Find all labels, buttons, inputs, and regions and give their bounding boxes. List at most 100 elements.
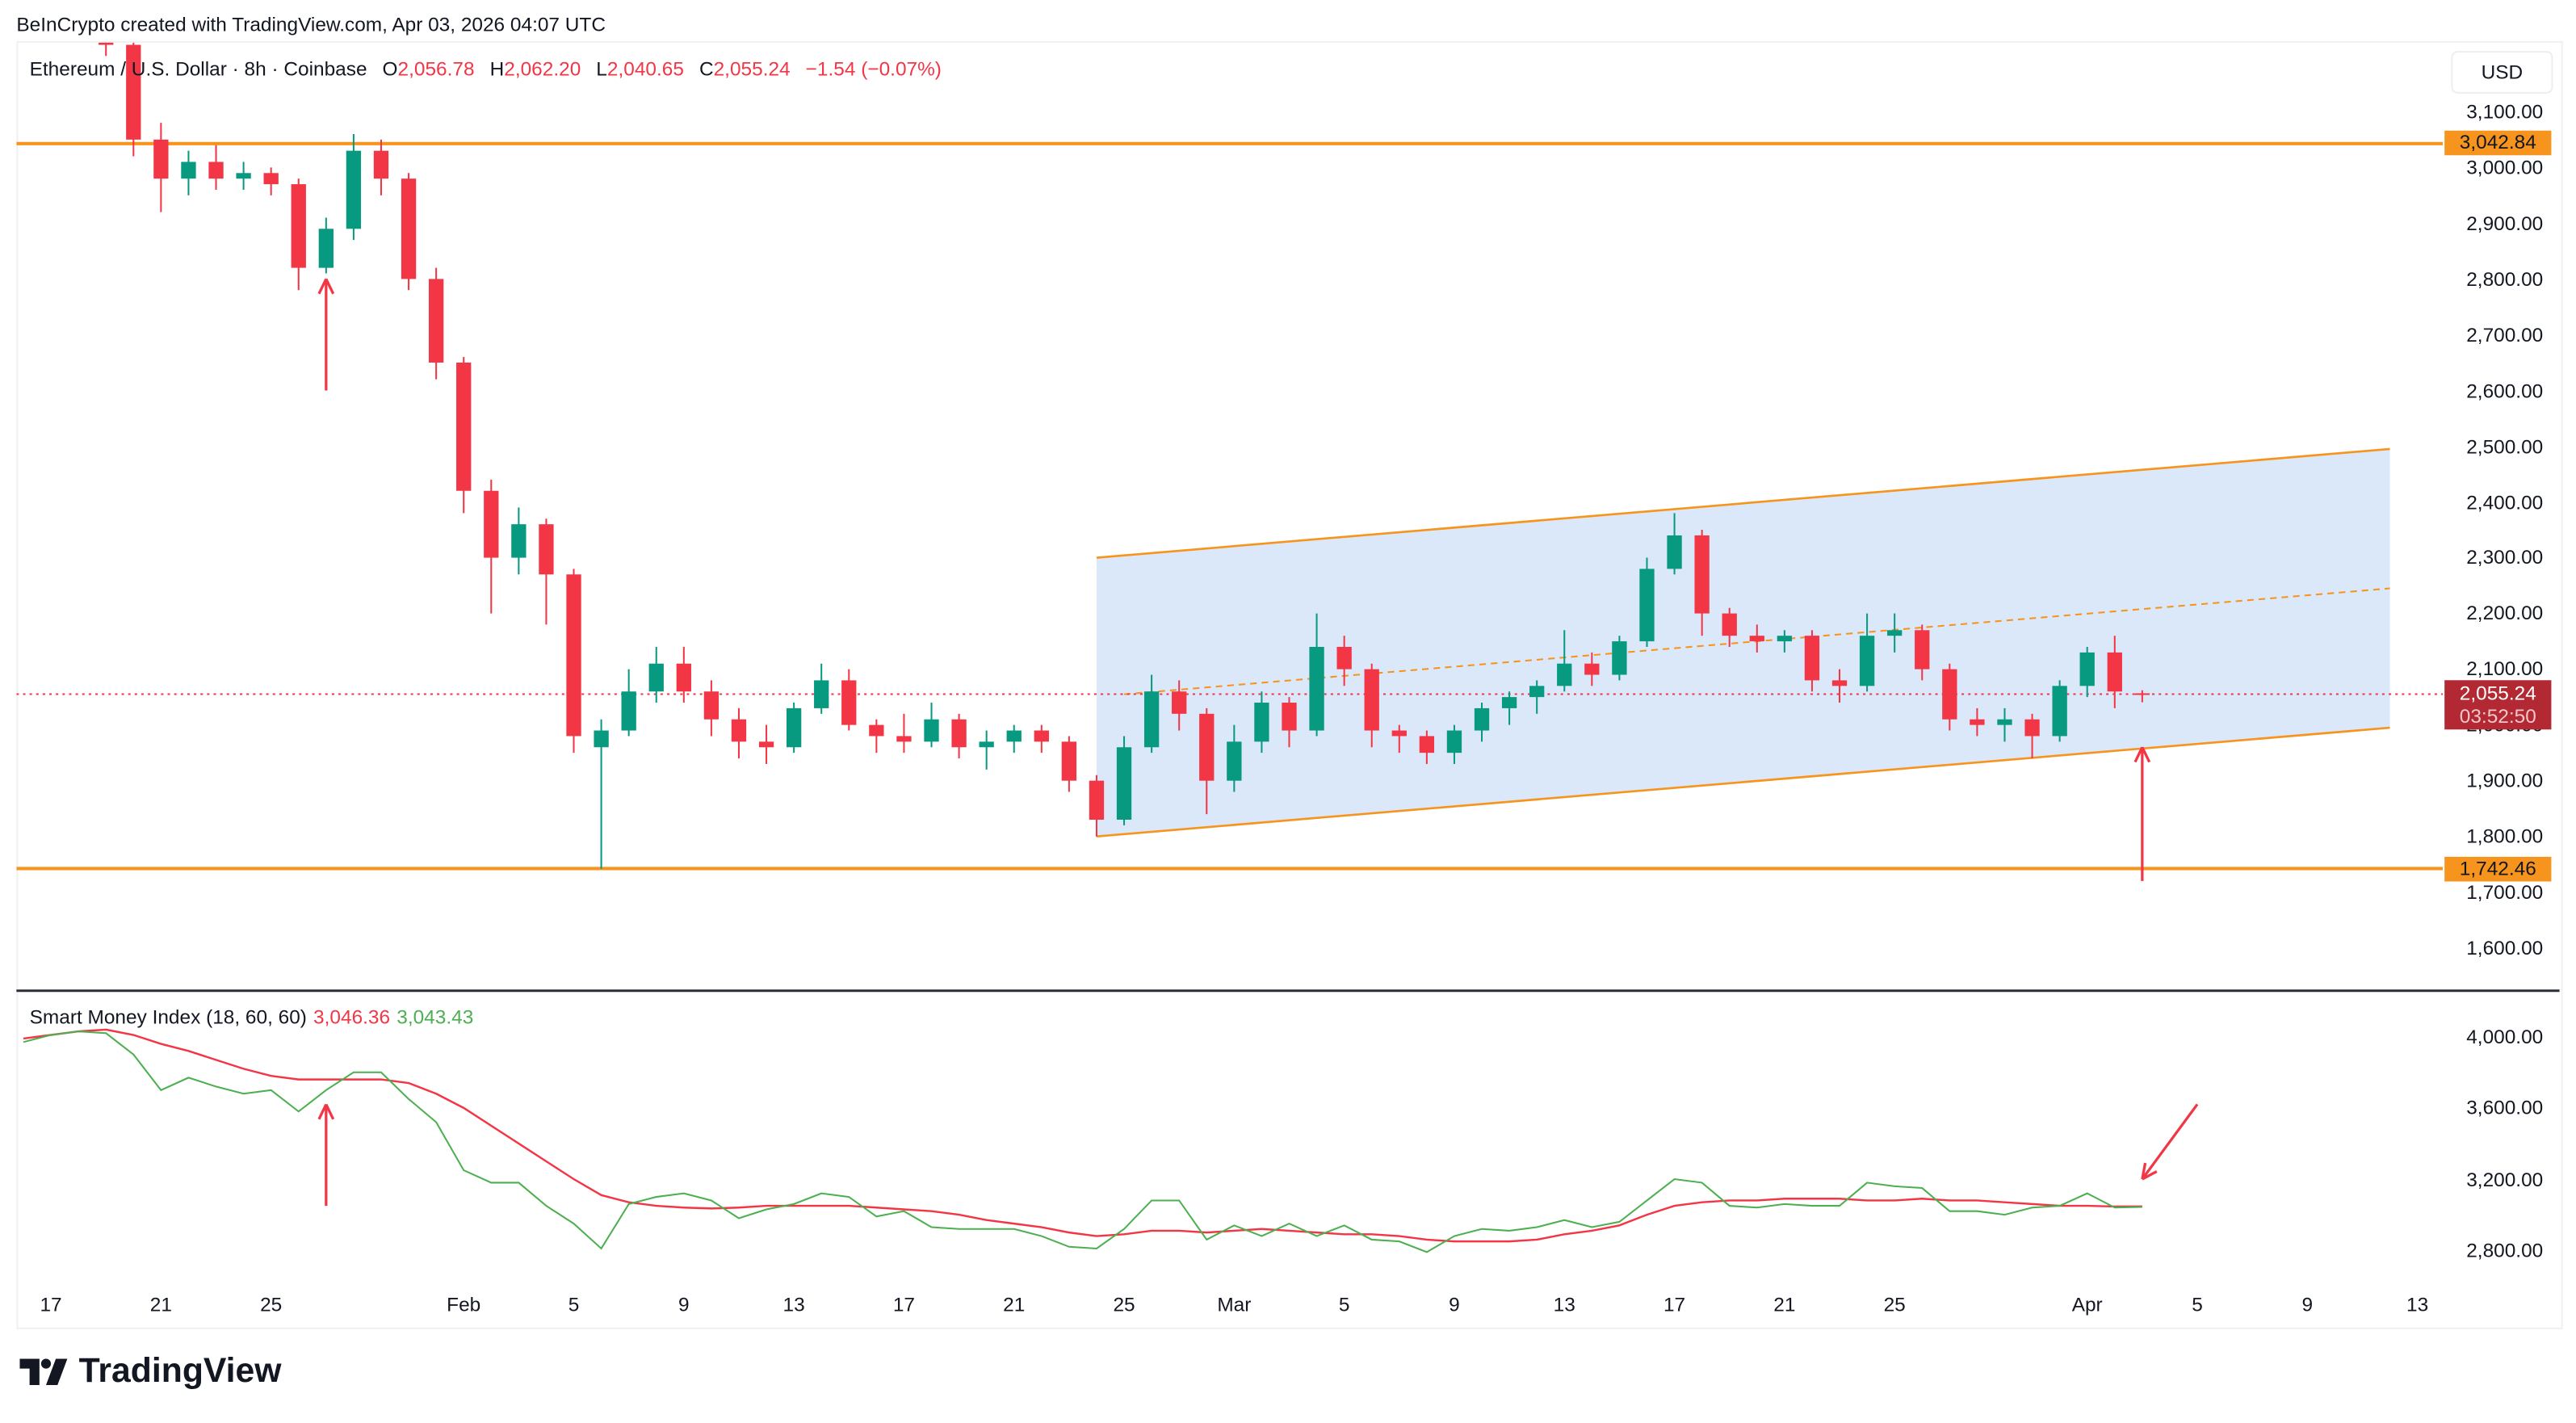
price-tick-label: 3,100.00 [2466,100,2544,124]
low-value: 2,040.65 [606,57,684,81]
candle-body [208,162,224,179]
candle-body [1034,730,1049,742]
price-tick-label: 2,500.00 [2466,434,2544,458]
candle-body [1749,636,1764,642]
candle-body [1557,663,1572,686]
price-tick-label: 2,600.00 [2466,379,2544,402]
smi-title[interactable]: Smart Money Index (18, 60, 60) [29,1005,307,1029]
candle-body [1474,707,1490,731]
close-label: C [699,57,714,81]
arrow-head [2141,1162,2147,1180]
candle-body [1089,780,1105,820]
tradingview-logo-icon [19,1358,68,1385]
candle-body [346,150,362,229]
annotation-arrow [2141,1103,2199,1180]
smi-value-red: 3,046.36 [313,1005,391,1029]
candle-body [401,178,417,279]
candle-body [1722,613,1737,636]
candle-body [1282,703,1297,731]
tradingview-logo: TradingView [19,1352,282,1392]
candle-body [2052,686,2067,737]
candle-body [373,150,389,179]
level-price-badge: 1,742.46 [2444,856,2552,881]
candle-body [291,184,306,268]
candle-body [318,229,334,268]
price-tick-label: 1,800.00 [2466,825,2544,848]
candle-body [896,736,912,742]
candle-body [428,279,444,363]
smi-tick-label: 3,200.00 [2466,1167,2544,1191]
candle-body [1199,713,1215,781]
level-price-badge: 3,042.84 [2444,131,2552,157]
credit-text: BeInCrypto created with TradingView.com,… [16,13,606,36]
candle-body [1006,730,1022,742]
date-tick-label: 9 [2301,1293,2314,1316]
date-tick-label: 25 [1113,1293,1135,1316]
candle-body [1529,686,1545,698]
candle-body [1804,636,1820,681]
candle-body [703,691,720,720]
smi-legend: Smart Money Index (18, 60, 60) 3,046.36 3,… [30,1005,474,1028]
candle-body [456,362,472,491]
candle-body [1501,697,1517,708]
candle-body [1172,691,1187,714]
candle-body [2107,652,2122,692]
smi-pane [23,1028,2142,1253]
date-tick-label: 9 [1449,1293,1460,1316]
price-tick-label: 2,300.00 [2466,546,2544,569]
high-value: 2,062.20 [504,57,581,81]
low-label: L [596,57,607,81]
candle-body [1777,636,1793,642]
date-tick-label: Apr [2071,1293,2103,1316]
arrow-head [2133,746,2144,763]
date-tick-label: 5 [2192,1293,2203,1316]
candle-body [676,663,691,692]
arrow-head [325,278,335,295]
candle-body [484,490,499,558]
candle-body [786,707,802,748]
candle-body [1309,647,1324,731]
change-value: −1.54 (−0.07%) [805,57,942,81]
candle-body [1446,730,1462,753]
candle-body [1667,535,1682,569]
smi-tick-label: 4,000.00 [2466,1025,2544,1048]
candle-body [1116,747,1132,820]
candle-body [539,524,554,575]
candle-body [1831,680,1848,686]
price-tick-label: 1,600.00 [2466,936,2544,959]
arrow-head [317,1103,328,1120]
date-tick-label: 5 [1338,1293,1350,1316]
arrow-head [325,1103,335,1120]
candle-body [758,741,774,748]
candle-body [1887,630,1903,636]
arrow-head [317,278,328,295]
high-label: H [489,57,505,81]
candle-body [1336,647,1352,670]
candle-body [263,173,279,185]
candle-body [1364,669,1379,731]
last-price-badge: 2,055.24 03:52:50 [2444,681,2552,731]
candle-body [1942,669,1957,720]
date-tick-label: 21 [1003,1293,1026,1316]
candle-body [1584,663,1600,675]
candle-body [126,44,141,140]
candle-body [1391,730,1407,737]
candle-body [1639,569,1655,642]
candle-body [2134,693,2150,695]
candle-body [2024,719,2040,737]
symbol-title[interactable]: Ethereum / U.S. Dollar · 8h · Coinbase [29,57,367,81]
date-tick-label: 13 [1553,1293,1575,1316]
date-tick-label: 17 [892,1293,916,1316]
date-tick-label: 25 [1883,1293,1906,1316]
candle-body [648,663,664,692]
candle-body [99,42,114,45]
price-tick-label: 2,100.00 [2466,657,2544,681]
date-tick-label: 25 [260,1293,283,1316]
candle-body [236,173,251,179]
channel-lower-line [1096,726,2390,838]
currency-button[interactable]: USD [2451,51,2553,94]
channel-upper-line [1096,447,2390,559]
arrow-head [2141,746,2151,763]
